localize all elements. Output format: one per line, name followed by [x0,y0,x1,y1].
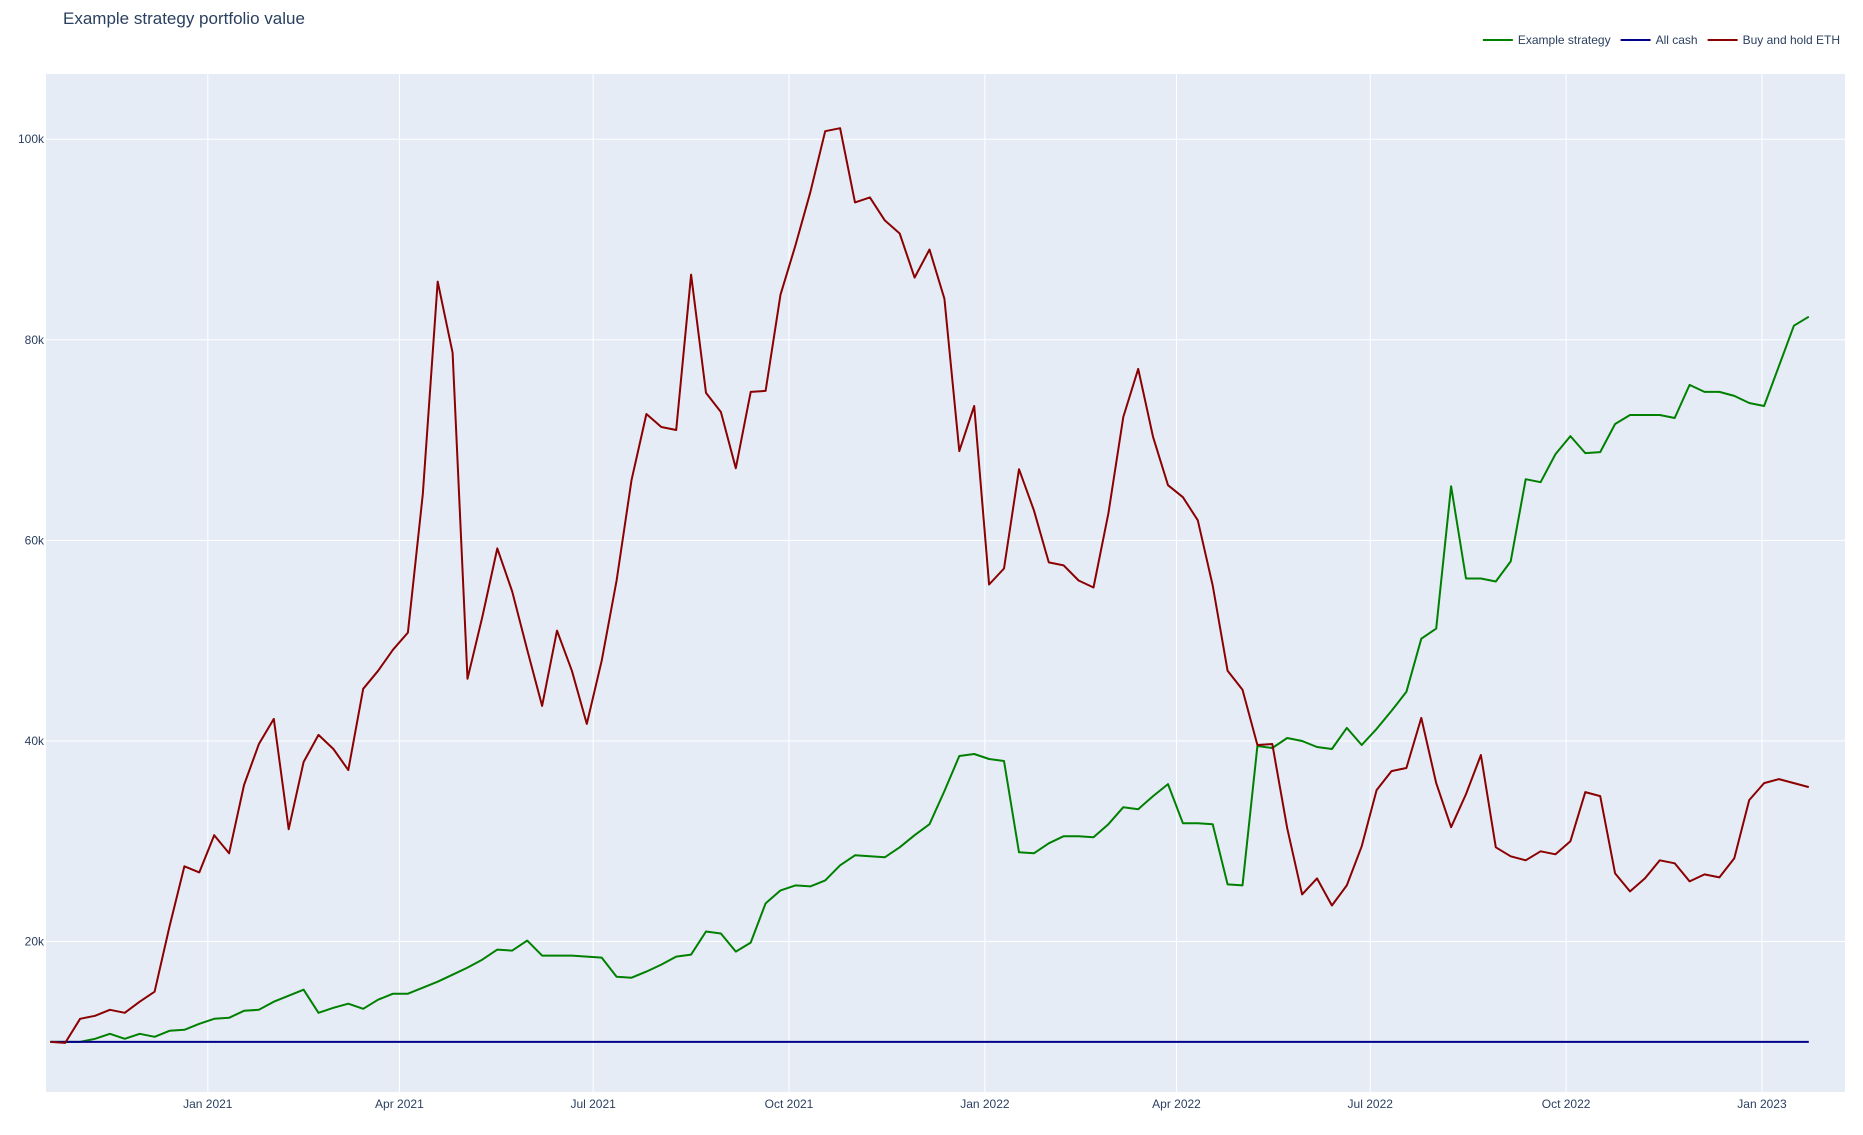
legend-label: Buy and hold ETH [1743,33,1840,47]
plot-area [46,74,1845,1092]
grid-lines [46,74,1845,1092]
x-tick-label: Jul 2021 [570,1097,616,1111]
x-tick-label: Oct 2021 [765,1097,814,1111]
x-tick-label: Oct 2022 [1542,1097,1591,1111]
y-tick-label: 40k [25,734,45,748]
y-axis-ticks: 20k 40k 60k 80k 100k [18,132,45,948]
x-tick-label: Jul 2022 [1348,1097,1394,1111]
x-axis-ticks: Jan 2021 Apr 2021 Jul 2021 Oct 2021 Jan 2022… [183,1097,1787,1111]
legend-item-example-strategy[interactable]: Example strategy [1482,33,1611,47]
x-tick-label: Jan 2023 [1737,1097,1787,1111]
y-tick-label: 100k [18,132,45,146]
legend-item-all-cash[interactable]: All cash [1620,33,1698,47]
series-lines [50,127,1810,1044]
series-line-example-strategy [50,315,1810,1043]
x-tick-label: Jan 2022 [960,1097,1010,1111]
x-tick-label: Apr 2022 [1152,1097,1201,1111]
y-tick-label: 60k [25,533,45,547]
chart-title: Example strategy portfolio value [63,9,305,28]
legend-label: All cash [1656,33,1698,47]
y-tick-label: 80k [25,333,45,347]
legend-item-buy-and-hold-eth[interactable]: Buy and hold ETH [1707,33,1840,47]
legend[interactable]: Buy and hold ETH All cash Example strategy [1482,33,1840,47]
legend-label: Example strategy [1518,33,1611,47]
y-tick-label: 20k [25,935,45,949]
x-tick-label: Jan 2021 [183,1097,233,1111]
x-tick-label: Apr 2021 [375,1097,424,1111]
series-line-buy-and-hold-eth [50,127,1810,1044]
